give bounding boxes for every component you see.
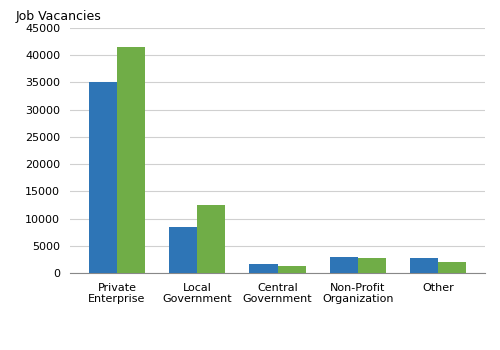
Bar (197, 205, 226, 273)
Bar (358, 258, 386, 273)
Bar (117, 47, 145, 273)
Legend: 1/2010, 1/2011: 1/2010, 1/2011 (198, 348, 358, 350)
Bar (330, 257, 358, 273)
Bar (278, 266, 305, 273)
Bar (410, 258, 438, 273)
Bar (438, 262, 466, 273)
Bar (89, 83, 117, 273)
Bar (250, 264, 278, 273)
Bar (169, 227, 197, 273)
Text: Job Vacancies: Job Vacancies (16, 10, 102, 23)
